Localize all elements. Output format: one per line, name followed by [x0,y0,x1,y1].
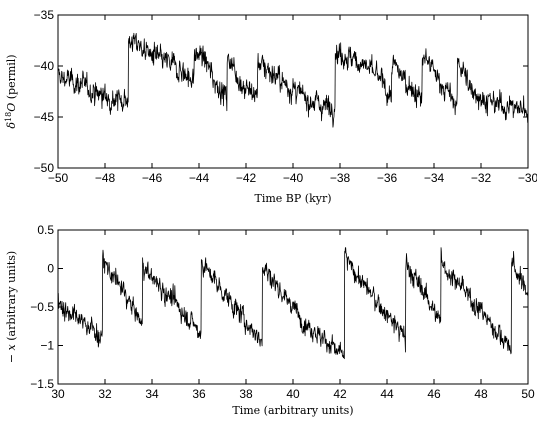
x-tick-label: −30 [518,171,537,185]
y-tick-label: −50 [34,161,55,175]
x-tick-label: 36 [192,387,206,401]
x-tick-label: 48 [474,387,488,401]
x-tick-label: 40 [286,387,300,401]
x-tick-label: −34 [424,171,445,185]
x-tick-label: 42 [333,387,347,401]
series-line [57,247,529,360]
x-tick-label: 44 [380,387,394,401]
y-tick-label: −0.5 [30,300,54,314]
x-tick-label: −36 [377,171,398,185]
x-tick-label: −44 [189,171,210,185]
x-tick-label: −32 [471,171,492,185]
y-axis-label: − x (arbitrary units) [5,251,18,363]
x-tick-label: −40 [283,171,304,185]
x-tick-label: 30 [51,387,65,401]
x-axis-label: Time BP (kyr) [255,192,332,205]
x-tick-label: −42 [236,171,257,185]
y-tick-label: −35 [34,8,55,22]
x-tick-label: 38 [239,387,253,401]
y-tick-label: 0.5 [37,223,54,237]
y-tick-label: 0 [47,262,54,276]
x-tick-label: 46 [427,387,441,401]
y-tick-label: −40 [34,59,55,73]
x-tick-label: −38 [330,171,351,185]
x-tick-label: −48 [95,171,116,185]
x-tick-label: 34 [145,387,159,401]
y-tick-label: −1.5 [30,377,54,391]
plot-frame [57,229,529,385]
x-tick-label: −50 [48,171,69,185]
x-axis-label: Time (arbitrary units) [232,404,353,417]
x-tick-label: −46 [142,171,163,185]
y-tick-label: −45 [34,110,55,124]
y-axis-label: δ18O (permil) [4,54,18,128]
top-panel-d18o: −50 −48 −46 −44 −42 −40 −38 −36 −34 −32 −30 −50 −45 −… [4,8,537,205]
x-tick-label: 50 [521,387,535,401]
y-tick-label: −1 [40,339,54,353]
series-line [57,32,529,128]
bottom-panel-model-x: 30 32 34 36 38 40 42 44 46 48 50 −1.5 −1 −0.5 0 0.5 Time… [5,223,535,417]
x-tick-label: 32 [98,387,112,401]
